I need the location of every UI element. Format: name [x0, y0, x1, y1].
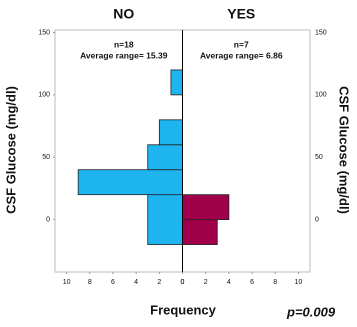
x-tick-label: 6: [111, 279, 115, 286]
y-tick-label: 150: [38, 29, 50, 36]
y-tick-label: 100: [38, 92, 50, 99]
x-tick-label: 0: [181, 279, 185, 286]
y-tick-label: 0: [46, 216, 50, 223]
group-title: YES: [227, 6, 255, 22]
x-tick-label: 4: [134, 279, 138, 286]
x-tick-label: 10: [63, 279, 71, 286]
y-axis-label-right: CSF Glucose (mg/dl): [337, 86, 352, 214]
y-axis-label: CSF Glucose (mg/dl): [3, 86, 18, 214]
x-tick-label: 8: [273, 279, 277, 286]
y-tick-label-right: 50: [315, 154, 323, 161]
bar: [147, 194, 183, 245]
bar: [170, 69, 183, 96]
y-tick-label: 50: [42, 154, 50, 161]
bar: [147, 144, 183, 171]
bar: [77, 169, 183, 196]
y-tick-label-right: 150: [315, 29, 327, 36]
group-n: n=18: [114, 39, 134, 49]
y-tick-label-right: 100: [315, 92, 327, 99]
group-title: NO: [113, 6, 134, 22]
x-tick-label: 4: [227, 279, 231, 286]
bar: [182, 194, 230, 221]
y-tick-label-right: 0: [315, 216, 319, 223]
x-axis-label: Frequency: [150, 302, 217, 317]
x-tick-label: 0: [181, 279, 185, 286]
x-tick-label: 2: [157, 279, 161, 286]
x-tick-label: 10: [295, 279, 303, 286]
x-tick-label: 6: [250, 279, 254, 286]
bar: [158, 119, 183, 146]
p-value: p=0.009: [286, 304, 336, 319]
bar: [182, 219, 218, 245]
group-average: Average range= 6.86: [200, 50, 283, 60]
group-average: Average range= 15.39: [80, 50, 168, 60]
x-tick-label: 8: [88, 279, 92, 286]
x-tick-label: 2: [204, 279, 208, 286]
group-n: n=7: [234, 39, 249, 49]
